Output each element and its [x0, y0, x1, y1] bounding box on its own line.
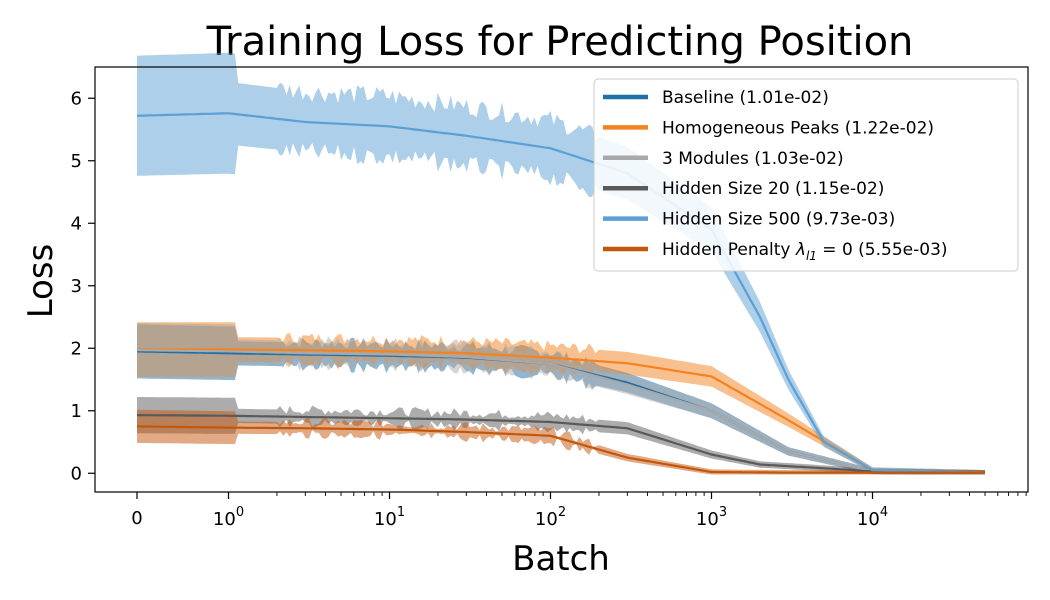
- legend-label-5: Hidden Penalty λl1 = 0 (5.55e-03): [662, 240, 948, 263]
- y-tick-label-1: 1: [71, 401, 82, 422]
- y-tick-label-0: 0: [71, 463, 82, 484]
- legend-label-1: Homogeneous Peaks (1.22e-02): [662, 118, 934, 138]
- y-tick-label-5: 5: [71, 151, 82, 172]
- x-tick-label-100: 102: [535, 505, 566, 530]
- line-series-3: [137, 414, 985, 474]
- band-series-3: [137, 397, 985, 475]
- y-tick-label-4: 4: [71, 213, 82, 234]
- x-tick-label-0: 0: [131, 508, 142, 529]
- x-axis-label: Batch: [512, 539, 610, 579]
- y-tick-label-2: 2: [71, 338, 82, 359]
- x-tick-label-10: 101: [374, 505, 405, 530]
- line-series-2: [136, 349, 985, 474]
- legend-label-4: Hidden Size 500 (9.73e-03): [662, 210, 895, 230]
- plot-frame: [94, 66, 1029, 493]
- line-series-4: [136, 112, 985, 474]
- series-lines: [136, 112, 985, 474]
- legend-box: [593, 78, 1019, 272]
- x-tick-label-10000: 104: [857, 505, 888, 530]
- x-tick-label-1: 100: [213, 505, 244, 530]
- x-tick-label-1000: 103: [696, 505, 727, 530]
- axes: 0 1 2 3 4 5 6 0 100 101 102 103 104: [71, 66, 1029, 530]
- chart-title: Training Loss for Predicting Position: [206, 19, 914, 65]
- confidence-bands: [137, 52, 985, 475]
- band-series-2: [137, 322, 985, 475]
- y-tick-label-6: 6: [71, 88, 82, 109]
- legend-label-0: Baseline (1.01e-02): [662, 88, 829, 108]
- y-tick-label-3: 3: [71, 276, 82, 297]
- line-series-5: [137, 425, 985, 474]
- band-series-5: [137, 409, 985, 475]
- legend-label-2: 3 Modules (1.03e-02): [662, 149, 844, 169]
- y-axis-label: Loss: [21, 244, 61, 319]
- legend-label-3: Hidden Size 20 (1.15e-02): [662, 179, 884, 199]
- band-series-4: [137, 52, 985, 475]
- legend: Baseline (1.01e-02) Homogeneous Peaks (1.…: [593, 78, 1019, 272]
